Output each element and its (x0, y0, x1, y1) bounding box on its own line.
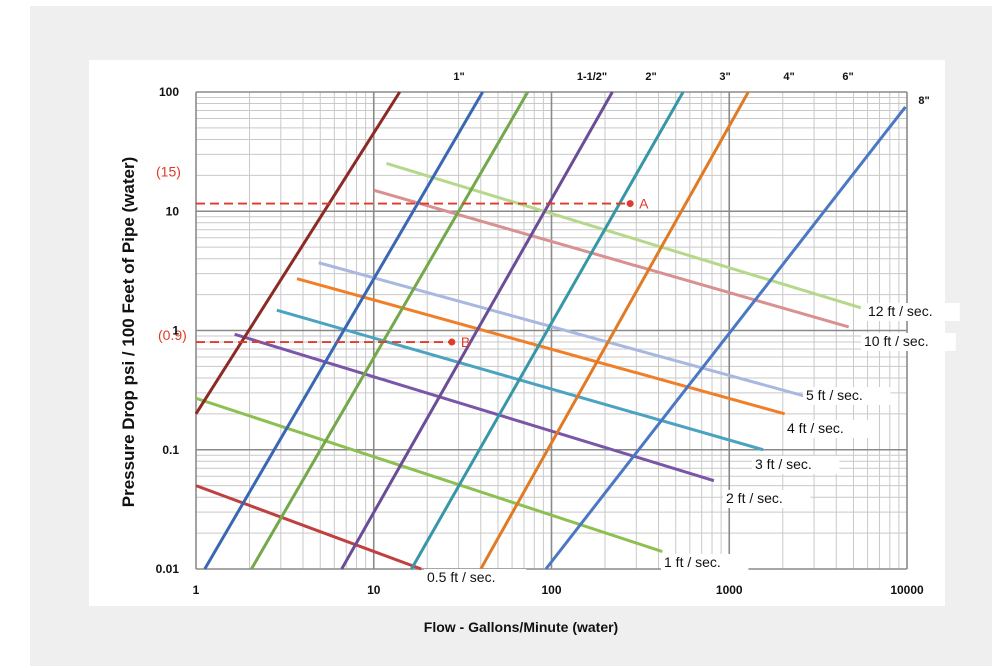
velocity-label-bg (661, 554, 749, 572)
pipe-line (203, 91, 484, 570)
velocity-line (195, 484, 422, 571)
annotation-y-label: (0.9) (158, 327, 187, 343)
velocity-label: 5 ft / sec. (806, 387, 863, 403)
velocity-label-bg (861, 333, 956, 351)
velocity-label-bg (865, 303, 960, 321)
velocity-line (386, 161, 862, 310)
y-tick-label: 0.1 (162, 443, 179, 457)
pipe-line (410, 91, 685, 570)
plot-background (89, 60, 945, 606)
series-lines (194, 91, 907, 571)
velocity-line (296, 277, 786, 416)
velocity-line (195, 396, 663, 553)
pipe-size-label: 1" (453, 71, 464, 83)
annotation-label: B (461, 334, 470, 350)
x-tick-label: 1000 (716, 583, 743, 597)
x-axis-label: Flow - Gallons/Minute (water) (424, 619, 618, 635)
velocity-label: 0.5 ft / sec. (427, 569, 495, 585)
annotations: A (15) B (0.9) (156, 164, 649, 350)
velocity-label: 12 ft / sec. (868, 303, 933, 319)
velocity-label: 10 ft / sec. (864, 333, 929, 349)
velocity-label: 2 ft / sec. (726, 490, 783, 506)
x-tick-label: 1 (193, 583, 200, 597)
velocity-line (318, 261, 807, 398)
velocity-label-bg (424, 569, 527, 587)
pipe-line (479, 91, 750, 570)
annotation-label: A (639, 196, 649, 212)
velocity-label-bg (752, 456, 840, 474)
y-tick-label: 0.01 (156, 562, 180, 576)
pipe-line (340, 91, 614, 570)
pipe-line (194, 91, 401, 415)
annotation-point (448, 338, 456, 346)
velocity-label: 3 ft / sec. (755, 456, 812, 472)
x-tick-label: 10 (367, 583, 381, 597)
velocity-label: 1 ft / sec. (664, 554, 721, 570)
pipe-size-label: 3" (719, 71, 730, 83)
pipe-line (544, 105, 907, 570)
velocity-label-bg (723, 490, 811, 508)
y-axis-label: Pressure Drop psi / 100 Feet of Pipe (wa… (119, 157, 138, 508)
velocity-line (373, 188, 850, 329)
y-tick-label: 1 (172, 324, 179, 338)
x-tick-label: 10000 (890, 583, 924, 597)
pipe-size-label: 6" (842, 71, 853, 83)
y-tick-label: 100 (159, 85, 179, 99)
pipe-size-label: 2" (645, 71, 656, 83)
pipe-size-label: 4" (783, 71, 794, 83)
velocity-label-bg (803, 387, 891, 405)
x-tick-label: 100 (541, 583, 561, 597)
pipe-line (250, 91, 530, 570)
chart-labels: 1 10 100 1000 10000 0.01 0.1 1 10 100 1" 1-1/2" 2" 3"… (156, 71, 960, 597)
y-tick-label: 10 (166, 204, 180, 218)
pipe-size-label: 8" (918, 95, 929, 107)
annotation-y-label: (15) (156, 164, 181, 180)
pipe-size-label: 1-1/2" (577, 71, 607, 83)
velocity-label: 4 ft / sec. (787, 420, 844, 436)
velocity-label-bg (784, 420, 872, 438)
annotation-point (626, 200, 634, 208)
